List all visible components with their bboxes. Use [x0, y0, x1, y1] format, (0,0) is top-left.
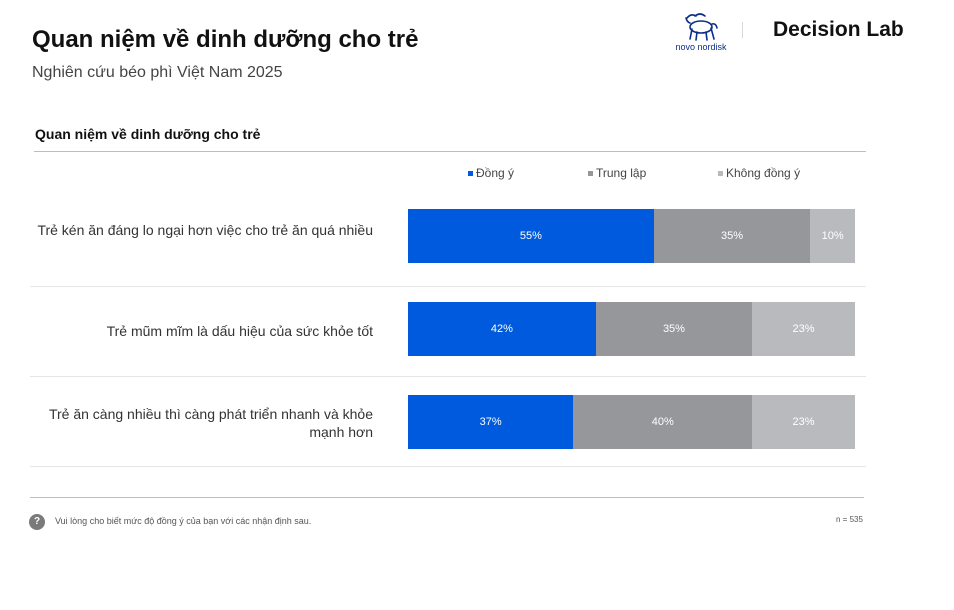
- bar-segment-khong-dong-y-3: 23%: [752, 395, 855, 449]
- data-label-khong-dong-y-1: 10%: [821, 230, 844, 242]
- bar-segment-dong-y-3: 37%: [408, 395, 574, 449]
- bar-row-3: 37% 40% 23%: [408, 395, 855, 449]
- bar-segment-trung-lap-1: 35%: [653, 209, 811, 263]
- row-label-1-line-1: Trẻ kén ăn đáng lo ngại hơn việc cho trẻ…: [37, 222, 373, 238]
- title-divider: [34, 151, 866, 152]
- bar-segment-khong-dong-y-1: 10%: [810, 209, 855, 263]
- footnote: Vui lòng cho biết mức độ đồng ý của bạn …: [55, 516, 312, 526]
- row-divider-3: [30, 466, 866, 467]
- bar-segment-dong-y-2: 42%: [408, 302, 596, 356]
- data-label-dong-y-2: 42%: [490, 323, 513, 335]
- legend-swatch-khong-dong-y: [718, 170, 723, 176]
- data-label-khong-dong-y-3: 23%: [792, 416, 815, 428]
- bar-segment-trung-lap-3: 40%: [573, 395, 753, 449]
- row-label-2-line-1: Trẻ mũm mĩm là dấu hiệu của sức khỏe tốt: [106, 323, 373, 339]
- novo-nordisk-wordmark: novo nordisk: [675, 42, 727, 52]
- bar-row-2: 42% 35% 23%: [408, 302, 855, 356]
- row-label-3-line-2: mạnh hơn: [309, 424, 373, 440]
- legend-swatch-trung-lap: [588, 170, 593, 176]
- question-icon: ?: [29, 514, 45, 530]
- legend-label-dong-y: Đồng ý: [476, 166, 515, 180]
- row-divider-1: [30, 286, 866, 287]
- footer-divider: [30, 497, 864, 498]
- page-title: Quan niệm về dinh dưỡng cho trẻ: [32, 26, 419, 53]
- legend-item-trung-lap: Trung lập: [588, 166, 646, 180]
- data-label-trung-lap-1: 35%: [721, 230, 744, 242]
- novo-nordisk-logo: novo nordisk: [668, 8, 734, 56]
- apis-bull-icon: [685, 13, 718, 41]
- chart-title: Quan niệm về dinh dưỡng cho trẻ: [35, 126, 261, 142]
- data-label-dong-y-1: 55%: [519, 230, 542, 242]
- legend-item-khong-dong-y: Không đồng ý: [718, 166, 800, 180]
- row-divider-2: [30, 376, 866, 377]
- bar-segment-khong-dong-y-2: 23%: [752, 302, 855, 356]
- bar-segment-dong-y-1: 55%: [408, 209, 654, 263]
- data-label-trung-lap-3: 40%: [651, 416, 674, 428]
- data-label-khong-dong-y-2: 23%: [792, 323, 815, 335]
- page-subtitle: Nghiên cứu béo phì Việt Nam 2025: [32, 64, 283, 81]
- bar-row-1: 55% 35% 10%: [408, 209, 855, 263]
- legend-label-trung-lap: Trung lập: [596, 166, 647, 180]
- data-label-trung-lap-2: 35%: [662, 323, 685, 335]
- bar-segment-trung-lap-2: 35%: [595, 302, 753, 356]
- legend-label-khong-dong-y: Không đồng ý: [726, 166, 801, 180]
- row-label-3: Trẻ ăn càng nhiều thì càng phát triển nh…: [30, 405, 373, 441]
- decision-lab-logo: Decision Lab: [773, 18, 904, 41]
- legend-item-dong-y: Đồng ý: [468, 166, 514, 180]
- legend-swatch-dong-y: [468, 170, 473, 176]
- sample-size: n = 535: [836, 515, 863, 524]
- data-label-dong-y-3: 37%: [479, 416, 502, 428]
- logo-divider: [742, 22, 743, 38]
- row-label-3-line-1: Trẻ ăn càng nhiều thì càng phát triển nh…: [48, 406, 373, 422]
- row-label-1: Trẻ kén ăn đáng lo ngại hơn việc cho trẻ…: [30, 221, 373, 239]
- row-label-2: Trẻ mũm mĩm là dấu hiệu của sức khỏe tốt: [30, 322, 373, 340]
